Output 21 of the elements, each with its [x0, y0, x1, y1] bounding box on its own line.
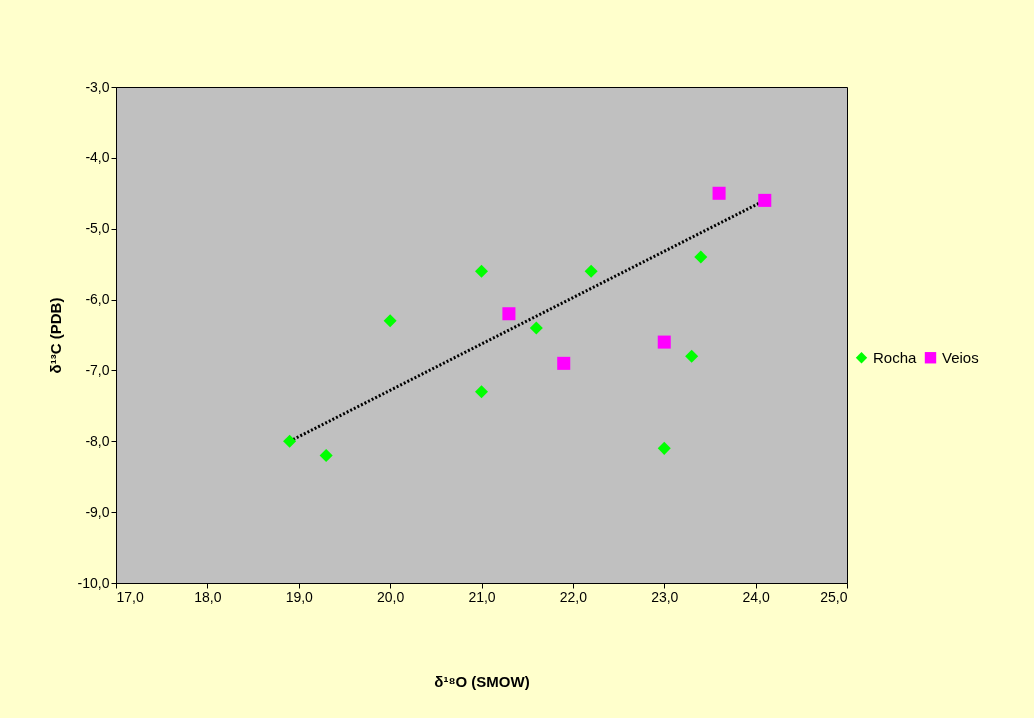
y-tick-label: -8,0	[85, 432, 110, 449]
y-tick-label: -10,0	[77, 574, 110, 591]
y-axis-title: δ¹³C (PDB)	[46, 297, 64, 374]
x-tick-label: 24,0	[742, 588, 770, 605]
y-tick-label: -5,0	[85, 220, 110, 237]
y-tick-label: -9,0	[85, 503, 110, 520]
x-tick-label: 18,0	[194, 588, 222, 605]
x-tick-label: 17,0	[116, 588, 144, 605]
legend-label: Veios	[942, 348, 979, 366]
x-axis-title: δ¹⁸O (SMOW)	[434, 672, 530, 690]
x-tick-label: 19,0	[285, 588, 314, 605]
x-tick-label: 21,0	[468, 588, 496, 605]
legend-label: Rocha	[873, 348, 918, 366]
y-tick-label: -4,0	[85, 149, 110, 166]
x-tick-label: 25,0	[820, 588, 848, 605]
x-tick-label: 23,0	[651, 588, 679, 605]
y-tick-label: -7,0	[85, 361, 110, 378]
y-tick-label: -6,0	[85, 291, 110, 308]
y-tick-label: -3,0	[85, 78, 110, 95]
x-tick-label: 22,0	[559, 588, 588, 605]
x-tick-label: 20,0	[377, 588, 405, 605]
